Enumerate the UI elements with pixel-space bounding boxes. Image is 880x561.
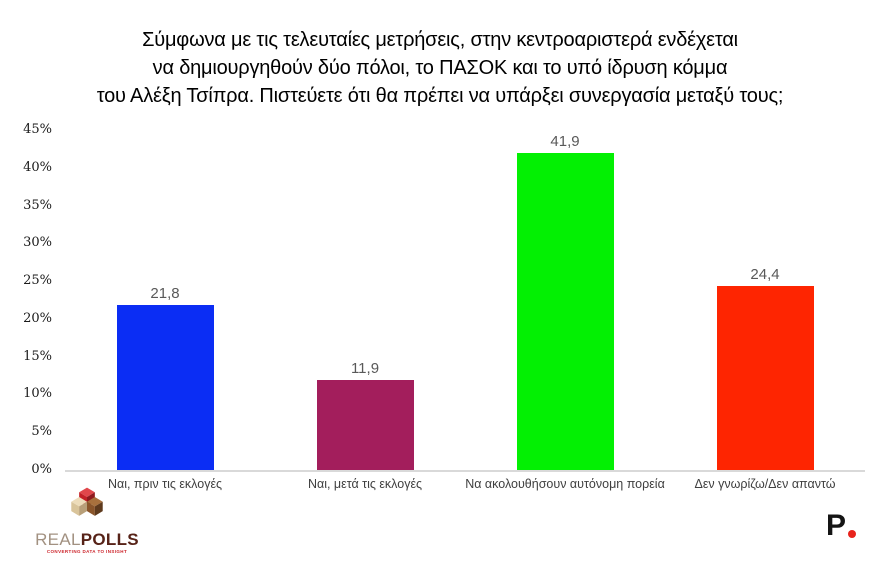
bar-value-label: 21,8: [150, 285, 180, 303]
realpolls-word-real: REAL: [35, 530, 81, 549]
x-category-label: Ναι, πριν τις εκλογές: [107, 477, 223, 491]
bar-value-label: 41,9: [550, 133, 580, 151]
y-tick-label: 35%: [23, 197, 52, 213]
y-axis: 45% 40% 35% 30% 25% 20% 15% 10% 5% 0%: [0, 122, 58, 477]
bar-1: [116, 305, 214, 470]
bar-plot-area: 21,8 11,9 41,9 24,4: [65, 130, 865, 472]
parapolitika-logo: P: [826, 510, 856, 542]
bar-slot: 24,4: [665, 130, 865, 470]
x-category-label: Ναι, μετά τις εκλογές: [307, 477, 423, 491]
x-category-label: Δεν γνωρίζω/Δεν απαντώ: [694, 477, 836, 491]
bar-4: [716, 285, 814, 470]
bar-slot: 41,9: [465, 130, 665, 470]
bar-3: [516, 153, 614, 470]
realpolls-tagline: CONVERTING DATA TO INSIGHT: [46, 549, 128, 554]
y-tick-label: 40%: [23, 159, 52, 175]
bar-value-label: 24,4: [750, 265, 780, 283]
y-tick-label: 10%: [23, 386, 52, 402]
realpolls-logo: REALPOLLS CONVERTING DATA TO INSIGHT: [26, 486, 148, 555]
realpolls-wordmark: REALPOLLS: [26, 531, 148, 548]
bar-slot: 11,9: [265, 130, 465, 470]
parapolitika-letter: P: [825, 509, 846, 542]
bar-value-label: 11,9: [350, 360, 380, 378]
y-tick-label: 5%: [31, 424, 52, 440]
y-tick-label: 15%: [23, 348, 52, 364]
chart-title-line-2: να δημιουργηθούν δύο πόλοι, το ΠΑΣΟΚ και…: [152, 57, 728, 79]
bar-slot: 21,8: [65, 130, 265, 470]
y-tick-label: 0%: [31, 462, 52, 477]
parapolitika-red-dot-icon: [848, 530, 856, 538]
chart-title: Σύμφωνα με τις τελευταίες μετρήσεις, στη…: [0, 26, 880, 110]
chart-title-line-3: του Αλέξη Τσίπρα. Πιστεύετε ότι θα πρέπε…: [96, 85, 784, 107]
x-axis-labels: Ναι, πριν τις εκλογές Ναι, μετά τις εκλογ…: [65, 477, 865, 491]
x-category-label: Να ακολουθήσουν αυτόνομη πορεία: [465, 477, 665, 491]
realpolls-cubes-icon: [71, 487, 103, 516]
y-tick-label: 45%: [23, 122, 52, 137]
chart-title-line-1: Σύμφωνα με τις τελευταίες μετρήσεις, στη…: [142, 29, 738, 51]
y-tick-label: 30%: [23, 235, 52, 251]
bar-2: [316, 380, 414, 470]
y-tick-label: 25%: [23, 273, 52, 289]
realpolls-word-polls: POLLS: [80, 530, 139, 549]
y-tick-label: 20%: [23, 310, 52, 326]
